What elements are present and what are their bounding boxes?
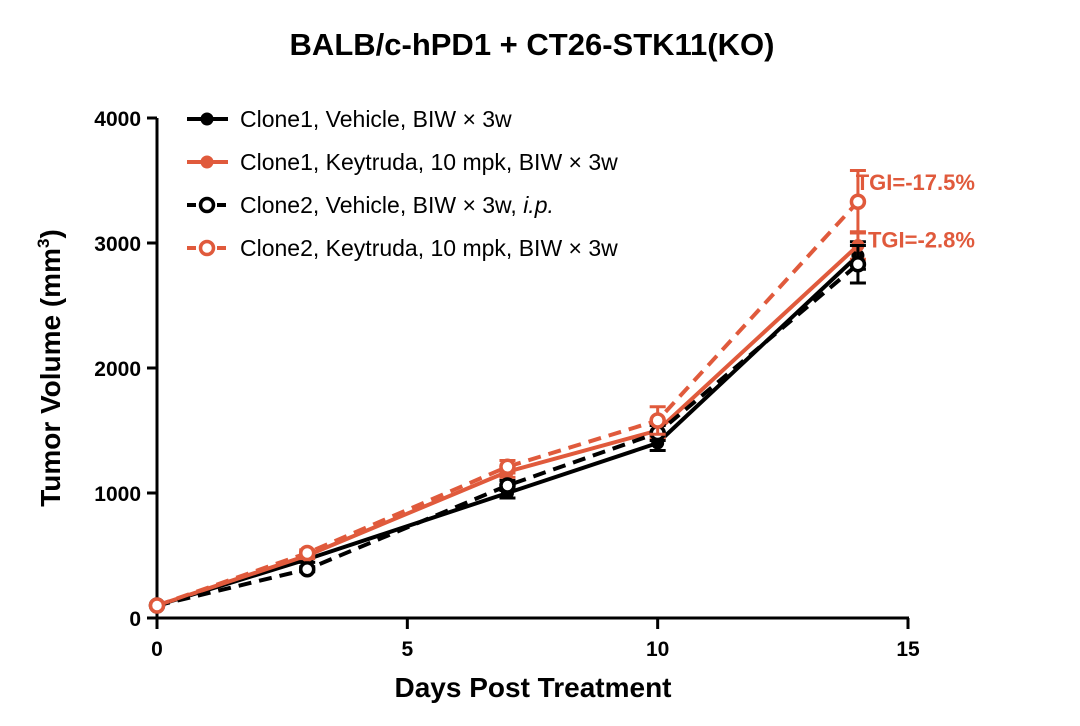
chart-title: BALB/c-hPD1 + CT26-STK11(KO) <box>290 27 775 62</box>
series-4 <box>148 169 867 614</box>
legend-label: Clone2, Vehicle, BIW × 3w, i.p. <box>240 192 554 218</box>
data-point <box>649 412 666 429</box>
y-tick-label: 1000 <box>94 483 141 506</box>
data-point <box>298 544 316 562</box>
data-point <box>849 193 867 210</box>
legend-item-3: Clone2, Vehicle, BIW × 3w, i.p. <box>187 192 554 218</box>
legend-label: Clone1, Vehicle, BIW × 3w <box>240 106 512 132</box>
series-3 <box>148 244 867 614</box>
series-line <box>156 254 860 608</box>
series-line <box>156 262 860 608</box>
data-point <box>298 561 316 578</box>
data-point <box>499 477 516 494</box>
series-line <box>156 244 860 608</box>
x-tick-label: 0 <box>151 638 163 661</box>
data-point <box>148 597 166 614</box>
legend-marker <box>198 196 216 214</box>
y-axis-label-suffix: ) <box>35 229 66 238</box>
series-layer <box>148 169 867 614</box>
y-axis-label-main: Tumor Volume (mm <box>35 248 66 507</box>
legend-label: Clone2, Keytruda, 10 mpk, BIW × 3w <box>240 235 618 261</box>
legend: Clone1, Vehicle, BIW × 3w Clone1, Keytrud… <box>187 106 618 261</box>
series-line <box>156 200 860 608</box>
x-axis-label: Days Post Treatment <box>395 672 672 703</box>
y-tick-label: 2000 <box>94 358 141 381</box>
data-point <box>849 256 867 273</box>
x-tick-label: 5 <box>401 638 413 661</box>
y-axis-label-superscript: 3 <box>34 239 53 248</box>
annotations: TGI=-17.5% TGI=-2.8% <box>856 170 975 253</box>
x-tick-label: 15 <box>896 638 920 661</box>
legend-marker <box>198 239 216 257</box>
series-1 <box>149 240 866 612</box>
tgi-annotation: TGI=-17.5% <box>856 170 975 195</box>
y-axis-ticks: 0 1000 2000 3000 4000 <box>94 108 157 631</box>
x-axis-ticks: 0 5 10 15 <box>151 618 920 661</box>
y-tick-label: 0 <box>129 608 141 631</box>
tgi-annotation: TGI=-2.8% <box>868 227 975 252</box>
legend-marker <box>200 112 214 126</box>
series-2 <box>149 230 866 612</box>
y-tick-label: 4000 <box>94 108 141 131</box>
legend-item-4: Clone2, Keytruda, 10 mpk, BIW × 3w <box>187 235 618 261</box>
legend-label: Clone1, Keytruda, 10 mpk, BIW × 3w <box>240 149 618 175</box>
legend-item-1: Clone1, Vehicle, BIW × 3w <box>187 106 512 132</box>
legend-item-2: Clone1, Keytruda, 10 mpk, BIW × 3w <box>187 149 618 175</box>
data-point <box>499 458 516 475</box>
y-axis-label: Tumor Volume (mm3) <box>34 229 66 507</box>
y-tick-label: 3000 <box>94 233 141 256</box>
legend-marker <box>200 155 214 169</box>
x-tick-label: 10 <box>646 638 669 661</box>
